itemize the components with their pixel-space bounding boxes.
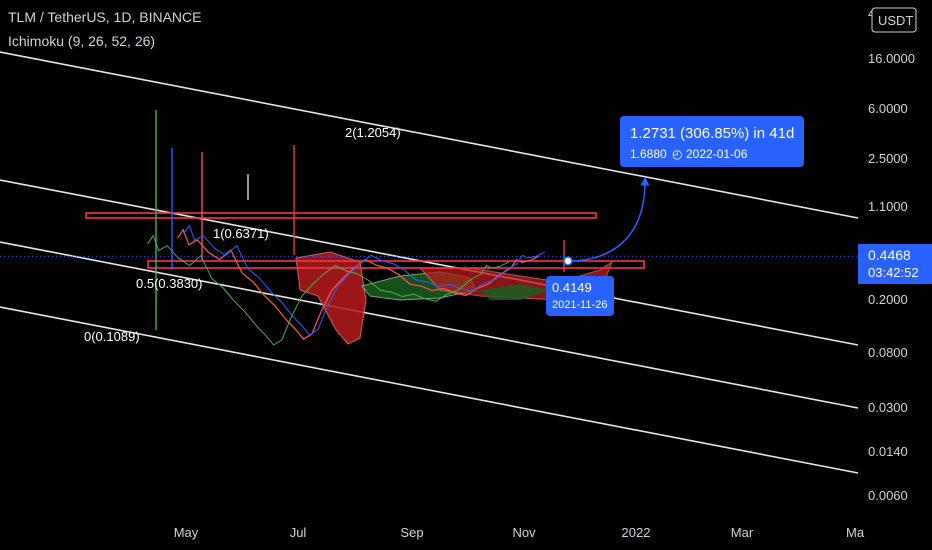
y-tick-label: 6.0000 — [868, 101, 908, 116]
resistance-box-upper — [85, 212, 597, 219]
symbol-title: TLM / TetherUS, 1D, BINANCE — [8, 9, 202, 25]
x-tick-label: Nov — [512, 525, 536, 540]
countdown-timer: 03:42:52 — [868, 265, 919, 280]
ichimoku-cloud-bullish — [480, 284, 550, 300]
fib-level-label: 0(0.1089) — [84, 329, 140, 344]
ichimoku-cloud-bearish — [295, 251, 367, 345]
y-tick-label: 0.0140 — [868, 444, 908, 459]
fib-channel-line — [0, 179, 859, 346]
x-tick-label: Ma — [846, 525, 865, 540]
x-tick-label: Sep — [400, 525, 423, 540]
y-tick-label: 16.0000 — [868, 51, 915, 66]
projection-callout — [620, 116, 804, 167]
projection-start-price: 0.4149 — [552, 280, 592, 295]
fib-channel-line — [0, 51, 859, 219]
unit-badge — [871, 7, 917, 33]
resistance-box-lower — [147, 260, 645, 269]
indicator-legend: Ichimoku (9, 26, 52, 26) — [8, 33, 156, 49]
y-tick-label: 0.2000 — [868, 292, 908, 307]
x-tick-label: 2022 — [622, 525, 651, 540]
y-tick-label: 1.1000 — [868, 199, 908, 214]
clock-icon: ◴ — [672, 147, 682, 161]
x-tick-label: May — [174, 525, 199, 540]
fib-level-label: 0.5(0.3830) — [136, 276, 203, 291]
unit-label: USDT — [878, 13, 913, 28]
projection-arrow — [567, 176, 650, 262]
y-tick-label: 2.5000 — [868, 151, 908, 166]
fib-channel-line — [0, 306, 859, 474]
x-tick-label: Mar — [731, 525, 754, 540]
projection-start-callout — [546, 276, 614, 316]
current-price-value: 0.4468 — [868, 247, 911, 263]
y-tick-label: 0.0300 — [868, 400, 908, 415]
projection-target-price: 1.6880 — [630, 147, 667, 161]
projection-target-date: 2022-01-06 — [686, 147, 748, 161]
tenkan-line — [183, 224, 546, 336]
projection-headline: 1.2731 (306.85%) in 41d — [630, 125, 794, 142]
fib-channel-line — [0, 241, 859, 409]
fib-level-label: 1(0.6371) — [213, 226, 269, 241]
projection-start-point — [563, 256, 573, 266]
projection-start-date: 2021-11-26 — [552, 299, 607, 311]
current-price-badge — [858, 244, 932, 284]
fib-level-label: 2(1.2054) — [345, 125, 401, 140]
price-line — [177, 228, 540, 340]
y-tick-label: 0.0060 — [868, 488, 908, 503]
x-tick-label: Jul — [290, 525, 307, 540]
y-tick-label: 0.0800 — [868, 345, 908, 360]
